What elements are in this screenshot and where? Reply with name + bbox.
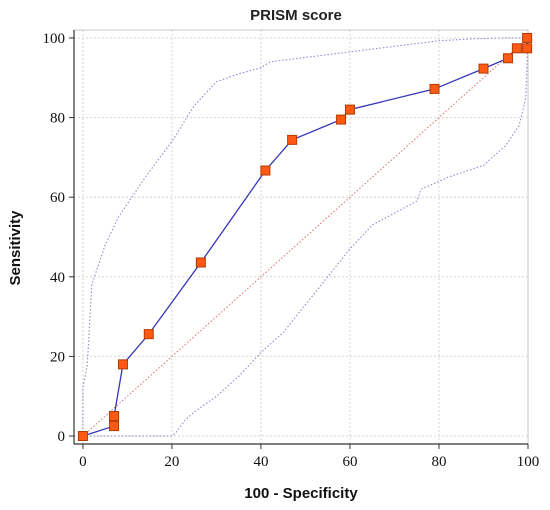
x-tick-label: 80 [431,454,446,470]
y-axis-label: Sensitivity [7,210,24,286]
grid [74,30,529,444]
markers-layer [77,32,533,442]
diagonal-reference-line [82,37,529,437]
roc-point-marker [522,43,533,54]
roc-point-marker [522,32,533,43]
y-tick-label: 80 [50,111,65,127]
roc-point-marker [511,43,522,54]
roc-point-marker [344,104,355,115]
roc-point-marker [260,165,271,176]
tick-labels: 0 20 40 60 80 100 0 20 40 60 80 100 [43,31,540,470]
x-tick-label: 40 [253,454,268,470]
roc-point-marker [117,359,128,370]
roc-point-marker [195,257,206,268]
x-tick-label: 100 [517,454,540,470]
chart-title: PRISM score [250,7,342,24]
y-tick-label: 0 [58,429,66,445]
x-tick-label: 20 [164,454,179,470]
roc-point-marker [429,83,440,94]
x-axis-label: 100 - Specificity [244,485,358,502]
roc-point-marker [478,63,489,74]
axes [69,30,529,449]
roc-point-marker [109,421,120,432]
plot-area [73,29,529,445]
confidence-upper-line [82,37,528,437]
x-tick-label: 60 [342,454,357,470]
y-tick-label: 60 [50,190,65,206]
roc-point-marker [287,134,298,145]
x-tick-label: 0 [79,454,87,470]
roc-point-marker [336,114,347,125]
roc-point-marker [502,53,513,64]
roc-point-marker [143,329,154,340]
roc-point-marker [77,431,88,442]
y-tick-label: 100 [43,31,66,47]
roc-point-marker [109,411,120,422]
y-tick-label: 40 [50,270,65,286]
series-layer [82,37,529,437]
y-tick-label: 20 [50,349,65,365]
